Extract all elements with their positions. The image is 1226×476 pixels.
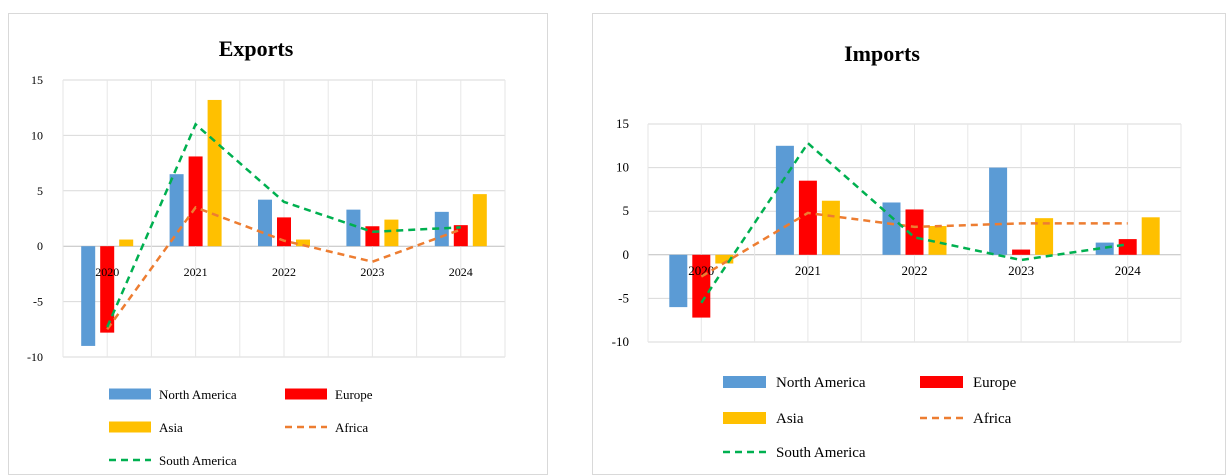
- imports-y-tick-label: -10: [612, 334, 629, 349]
- exports-bar-north-america: [169, 174, 184, 247]
- imports-x-tick-label: 2022: [902, 263, 928, 278]
- exports-bar-asia: [119, 239, 134, 247]
- imports-chart-panel: Imports 15 10 5 0 -5 -10 2020 2021 2022 2023 2024 No…: [592, 13, 1226, 475]
- imports-x-tick-label: 2020: [688, 263, 714, 278]
- exports-line-south-america: [106, 122, 461, 328]
- exports-legend-label-europe: Europe: [335, 387, 373, 402]
- imports-legend-swatch-north-america: [723, 376, 766, 388]
- imports-bar-north-america: [775, 145, 794, 255]
- imports-bar-asia: [1141, 217, 1160, 255]
- imports-y-tick-label: -5: [618, 290, 629, 305]
- imports-bar-europe: [1012, 249, 1031, 255]
- exports-bar-north-america: [258, 199, 272, 247]
- exports-y-tick-label: 15: [31, 73, 43, 87]
- exports-legend-label-north-america: North America: [159, 387, 237, 402]
- exports-bar-asia: [384, 219, 399, 247]
- exports-legend-label-africa: Africa: [335, 420, 368, 435]
- exports-y-tick-label: -10: [27, 350, 43, 364]
- imports-y-tick-label: 10: [616, 160, 629, 175]
- exports-x-tick-label: 2023: [360, 265, 384, 279]
- exports-y-tick-label: 10: [31, 128, 43, 142]
- exports-bar-asia: [472, 194, 487, 247]
- imports-bar-north-america: [882, 202, 901, 255]
- imports-legend-label-north-america: North America: [776, 375, 866, 391]
- imports-chart-svg: Imports 15 10 5 0 -5 -10 2020 2021 2022 2023 2024 No…: [612, 41, 1182, 461]
- exports-bar-asia: [207, 99, 222, 247]
- imports-chart-title: Imports: [844, 41, 920, 66]
- imports-bar-asia: [715, 254, 734, 264]
- exports-x-tick-label: 2022: [272, 265, 296, 279]
- imports-y-tick-label: 15: [616, 116, 629, 131]
- imports-legend-label-africa: Africa: [973, 411, 1012, 427]
- imports-bar-europe: [905, 209, 924, 255]
- exports-legend-swatch-north-america: [109, 388, 151, 400]
- exports-chart-title: Exports: [219, 36, 294, 61]
- imports-bar-north-america: [1095, 242, 1114, 255]
- exports-chart-panel: Exports 15 10 5 0 -5 -10 2020 2021 2022 2023 2024 No…: [8, 13, 548, 475]
- imports-legend-swatch-europe: [920, 376, 963, 388]
- imports-bar-europe: [1118, 239, 1137, 255]
- imports-x-tick-label: 2021: [795, 263, 821, 278]
- imports-bar-europe: [798, 180, 817, 255]
- exports-y-tick-label: -5: [33, 295, 43, 309]
- imports-bar-north-america: [669, 254, 688, 308]
- exports-legend-label-south-america: South America: [159, 453, 237, 468]
- imports-legend-label-asia: Asia: [776, 411, 804, 427]
- imports-bar-asia: [1035, 218, 1054, 255]
- imports-bar-north-america: [989, 167, 1008, 255]
- exports-legend-swatch-asia: [109, 421, 151, 433]
- exports-x-tick-label: 2021: [184, 265, 208, 279]
- imports-x-tick-label: 2024: [1115, 263, 1142, 278]
- exports-bar-north-america: [434, 211, 449, 247]
- exports-bar-north-america: [346, 209, 361, 247]
- exports-bar-europe: [188, 156, 203, 247]
- imports-y-tick-label: 0: [623, 247, 630, 262]
- imports-y-tick-label: 5: [623, 203, 630, 218]
- imports-legend-label-europe: Europe: [973, 375, 1017, 391]
- exports-legend-swatch-europe: [285, 388, 327, 400]
- exports-bar-europe: [100, 246, 115, 333]
- exports-bar-asia: [296, 239, 310, 247]
- imports-bar-asia: [821, 200, 840, 255]
- exports-line-africa: [106, 205, 462, 331]
- imports-legend-label-south-america: South America: [776, 445, 866, 461]
- exports-legend-label-asia: Asia: [159, 420, 183, 435]
- imports-legend-swatch-asia: [723, 412, 766, 424]
- imports-bar-asia: [928, 226, 947, 255]
- imports-x-tick-label: 2023: [1008, 263, 1034, 278]
- imports-bar-europe: [692, 254, 711, 318]
- exports-x-tick-label: 2024: [449, 265, 473, 279]
- exports-bar-north-america: [81, 246, 96, 346]
- exports-y-tick-label: 5: [37, 184, 43, 198]
- imports-line-africa: [700, 211, 1128, 278]
- exports-x-tick-label: 2020: [95, 265, 119, 279]
- exports-chart-svg: Exports 15 10 5 0 -5 -10 2020 2021 2022 2023 2024 No…: [27, 36, 506, 468]
- exports-y-tick-label: 0: [37, 239, 43, 253]
